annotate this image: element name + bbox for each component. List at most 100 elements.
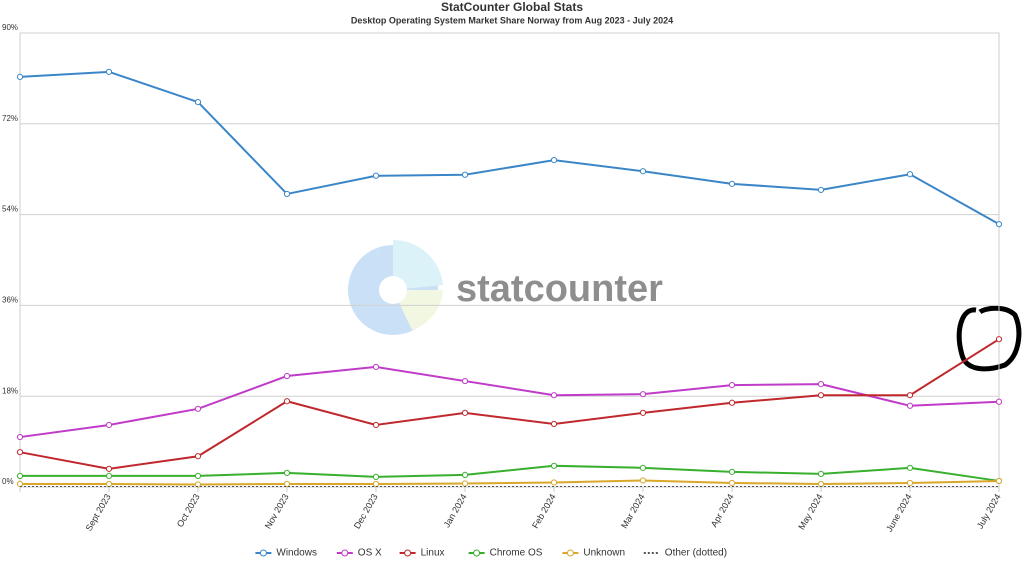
x-tick-label: Oct 2023 — [175, 492, 202, 529]
data-point — [995, 398, 1003, 405]
data-point — [995, 336, 1003, 343]
logo — [393, 290, 443, 330]
data-point — [105, 421, 113, 429]
data-point — [461, 480, 469, 487]
data-point — [105, 472, 113, 480]
series-line — [20, 464, 1000, 482]
data-point — [372, 473, 380, 481]
legend-item: Unknown — [562, 548, 625, 559]
data-point — [283, 190, 291, 198]
legend-item: Chrome OS — [468, 548, 543, 559]
series-line — [19, 70, 1000, 226]
data-point — [105, 480, 113, 488]
legend: Windows OS X Linux Chrome OS Unknown Other (d… — [255, 548, 727, 559]
legend-label: Chrome OS — [490, 548, 543, 559]
data-point — [817, 480, 825, 488]
data-point — [817, 380, 825, 388]
plot-area — [16, 32, 1003, 492]
data-point — [906, 402, 914, 409]
x-tick-label: Dec 2023 — [352, 492, 380, 530]
x-tick-label: Nov 2023 — [263, 492, 291, 530]
x-tick-label: Apr 2024 — [709, 492, 736, 529]
data-point — [728, 399, 736, 406]
data-point — [16, 480, 24, 488]
data-point — [194, 405, 202, 412]
data-point — [16, 472, 24, 480]
watermark-text: statcounter — [456, 268, 663, 310]
data-point — [995, 477, 1003, 485]
series-line — [19, 365, 1000, 439]
y-tick-label: 0% — [2, 477, 14, 486]
data-point — [550, 420, 558, 428]
data-point — [728, 382, 736, 389]
chart-title: StatCounter Global Stats — [441, 0, 583, 14]
x-tick-label: Sept 2023 — [84, 492, 113, 533]
data-point — [550, 479, 558, 486]
y-tick-label: 54% — [2, 205, 18, 214]
legend-label: Other (dotted) — [665, 548, 727, 559]
legend-label: Windows — [276, 548, 317, 559]
y-tick-label: 36% — [2, 296, 18, 305]
data-point — [817, 186, 825, 193]
legend-marker — [259, 549, 267, 557]
data-point — [372, 363, 380, 371]
data-point — [283, 469, 291, 476]
legend-item: OS X — [336, 548, 382, 559]
data-point — [194, 453, 202, 460]
data-point — [372, 172, 380, 179]
data-point — [906, 479, 914, 487]
series-line — [20, 479, 1000, 486]
legend-label: Linux — [421, 548, 445, 559]
legend-item: Linux — [399, 548, 445, 559]
data-point — [283, 398, 291, 405]
data-point — [906, 171, 914, 178]
x-tick-label: Jan 2024 — [442, 492, 469, 529]
x-tick-label: Mar 2024 — [619, 492, 647, 530]
y-tick-label: 90% — [2, 23, 18, 32]
data-point — [283, 480, 291, 488]
data-point — [372, 480, 380, 488]
data-point — [639, 477, 647, 484]
legend-label: OS X — [358, 548, 382, 559]
data-point — [728, 479, 736, 487]
data-point — [461, 471, 469, 478]
legend-label: Unknown — [583, 548, 625, 559]
data-point — [995, 221, 1003, 228]
legend-marker — [473, 549, 481, 557]
x-tick-label: June 2024 — [884, 492, 914, 533]
data-point — [639, 464, 647, 471]
legend-item: Other (dotted) — [643, 548, 727, 559]
data-point — [16, 449, 24, 456]
data-point — [906, 464, 914, 471]
data-point — [372, 421, 380, 429]
data-point — [639, 391, 647, 398]
data-point — [550, 462, 558, 469]
data-point — [728, 468, 736, 475]
data-point — [105, 465, 113, 472]
data-point — [194, 99, 202, 106]
x-tick-label: May 2024 — [796, 492, 824, 531]
data-point — [817, 392, 825, 399]
x-tick-label: July 2024 — [975, 492, 1003, 530]
data-point — [194, 481, 202, 488]
watermark: statcounter — [348, 239, 663, 335]
series-line — [19, 338, 1000, 470]
data-point — [906, 392, 914, 399]
data-point — [728, 180, 736, 187]
data-point — [639, 168, 647, 175]
logo — [393, 239, 443, 290]
data-point — [817, 470, 825, 477]
legend-marker — [341, 549, 349, 557]
hand-drawn-circle — [956, 305, 1022, 372]
legend-marker — [404, 549, 412, 557]
y-tick-label: 18% — [2, 386, 18, 395]
data-point — [461, 409, 469, 416]
data-point — [461, 171, 469, 178]
data-point — [550, 392, 558, 399]
legend-item: Windows — [255, 548, 317, 559]
x-tick-label: Feb 2024 — [530, 492, 558, 530]
legend-marker — [566, 549, 574, 557]
data-point — [105, 68, 113, 75]
